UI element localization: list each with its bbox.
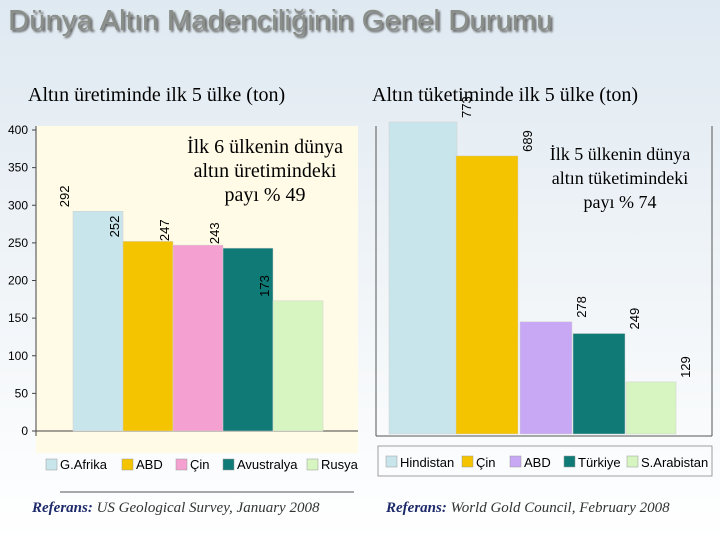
consumption-legend-box [377, 445, 713, 477]
production-y-tick-label: 100 [8, 349, 28, 363]
production-legend-swatch [306, 458, 319, 471]
production-chart-title: Altın üretiminde ilk 5 ülke (ton) [28, 84, 286, 106]
consumption-legend-swatch [563, 455, 576, 468]
consumption-legend-swatch [385, 455, 398, 468]
reference-right: Referans: World Gold Council, February 2… [386, 498, 706, 518]
consumption-legend-label: Türkiye [578, 455, 621, 470]
slide-title: Dünya Altın Madenciliğinin Genel Durumu [8, 5, 553, 37]
production-y-tick-label: 300 [8, 198, 28, 212]
production-bar [222, 247, 274, 432]
production-chart: 0 50 100 150 200 250 300 350 400 292 252 247 243 173 G… [8, 123, 359, 493]
consumption-legend-label: Çin [476, 455, 496, 470]
reference-left-label: Referans: [32, 500, 93, 516]
reference-left-source: US Geological Survey, January 2008 [96, 500, 320, 516]
consumption-bar [572, 333, 626, 435]
production-value-label: 173 [257, 275, 272, 297]
consumption-legend-swatch [461, 455, 474, 468]
consumption-bar [455, 155, 519, 435]
production-value-label: 243 [207, 222, 222, 244]
reference-right-source: World Gold Council, February 2008 [450, 500, 670, 516]
consumption-bar [519, 321, 573, 435]
production-y-tick-label: 50 [15, 386, 29, 400]
production-legend-label: Rusya [321, 457, 359, 472]
production-legend-label: Avustralya [237, 457, 298, 472]
production-y-tick-label: 250 [8, 236, 28, 250]
production-legend-swatch [45, 458, 58, 471]
production-y-tick-label: 400 [8, 123, 28, 137]
production-y-tick-label: 200 [8, 274, 28, 288]
production-legend-swatch [222, 458, 235, 471]
production-y-tick-label: 150 [8, 311, 28, 325]
consumption-legend-swatch [509, 455, 522, 468]
production-legend-label: Çin [190, 457, 210, 472]
production-legend-label: ABD [136, 457, 163, 472]
reference-right-label: Referans: [386, 500, 447, 516]
production-bar [72, 211, 124, 432]
consumption-value-label: 689 [520, 130, 535, 152]
consumption-value-label: 278 [574, 296, 589, 318]
production-bar [172, 244, 224, 432]
production-legend-swatch [175, 458, 188, 471]
production-y-tick-label: 350 [8, 161, 28, 175]
production-value-label: 252 [107, 216, 122, 238]
consumption-bar [388, 121, 458, 435]
consumption-legend-label: ABD [524, 455, 551, 470]
production-bar [272, 300, 324, 432]
production-value-label: 292 [57, 186, 72, 208]
consumption-value-label: 129 [678, 356, 693, 378]
consumption-chart: 773 689 278 249 129 Hindistan Çin ABD Türkiye S.A… [375, 96, 713, 477]
consumption-value-label: 773 [459, 96, 474, 118]
consumption-legend-label: Hindistan [400, 455, 454, 470]
reference-left: Referans: US Geological Survey, January … [32, 498, 352, 518]
consumption-annotation: İlk 5 ülkenin dünya altın tüketimindeki pa… [550, 144, 690, 212]
production-value-label: 247 [157, 219, 172, 241]
consumption-bar [625, 381, 677, 435]
production-legend-swatch [121, 458, 134, 471]
consumption-value-label: 249 [627, 308, 642, 330]
consumption-chart-title: Altın tüketiminde ilk 5 ülke (ton) [372, 84, 639, 106]
production-y-tick-label: 0 [21, 424, 28, 438]
production-bar [122, 241, 174, 432]
production-legend-label: G.Afrika [60, 457, 108, 472]
consumption-legend-swatch [626, 455, 639, 468]
production-annotation: İlk 6 ülkenin dünya altın üretimindeki pay… [187, 135, 343, 206]
consumption-legend-label: S.Arabistan [641, 455, 708, 470]
